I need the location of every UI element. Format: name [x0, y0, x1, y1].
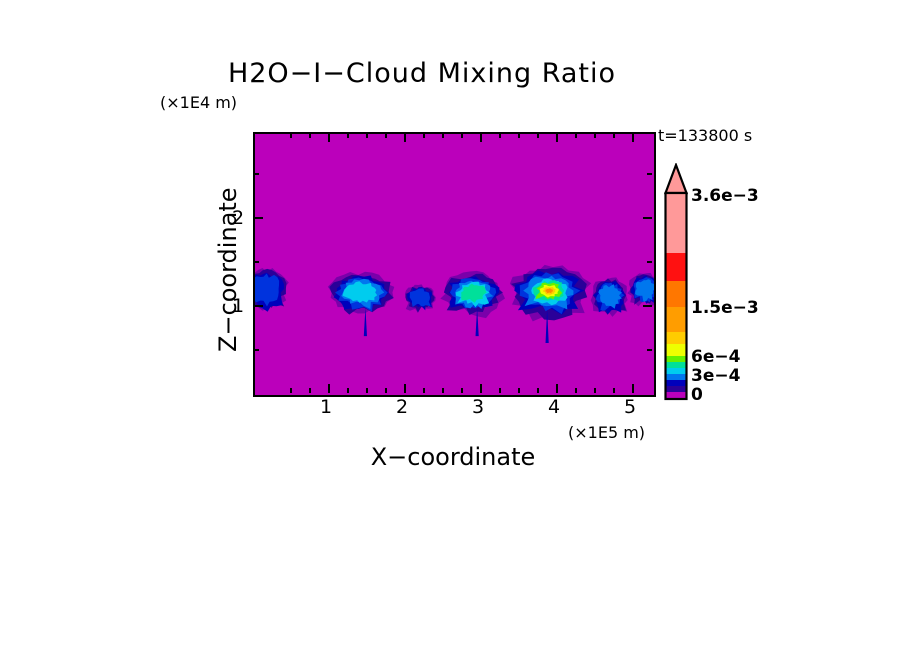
x-tick-label-4: 4 — [548, 396, 561, 418]
colorbar-seg-2 — [665, 380, 687, 386]
contour-band — [409, 288, 431, 307]
colorbar-seg-1 — [665, 386, 687, 392]
colorbar-seg-6 — [665, 356, 687, 362]
x-axis-title: X−coordinate — [370, 443, 536, 471]
y-axis-units-label: (×1E4 m) — [160, 93, 238, 112]
cloud-cell — [509, 264, 592, 343]
contour-field — [255, 134, 654, 395]
contour-band — [598, 284, 622, 309]
colorbar-label-4: 0 — [691, 385, 703, 405]
colorbar-seg-5 — [665, 362, 687, 368]
colorbar-seg-0 — [665, 392, 687, 399]
colorbar-seg-9 — [665, 307, 687, 332]
contour-band — [545, 288, 553, 294]
contour-band — [342, 281, 378, 303]
colorbar-seg-12 — [665, 194, 687, 253]
cloud-cell — [255, 268, 289, 312]
colorbar-seg-10 — [665, 281, 687, 307]
colorbar-seg-8 — [665, 332, 687, 344]
cloud-cell — [405, 284, 436, 313]
colorbar-seg-11 — [665, 253, 687, 281]
cloud-cell — [627, 272, 654, 307]
y-tick-label-1: 1 — [232, 295, 245, 317]
virga-streak — [545, 308, 549, 343]
y-tick-label-2: 2 — [232, 207, 245, 229]
virga-streak — [363, 307, 367, 337]
cloud-cell — [327, 271, 395, 337]
x-tick-label-1: 1 — [320, 396, 333, 418]
colorbar — [663, 163, 689, 401]
colorbar-extend-arrow — [663, 163, 689, 195]
x-tick-label-5: 5 — [624, 396, 637, 418]
figure-title: H2O−I−Cloud Mixing Ratio — [0, 58, 904, 89]
field-background — [255, 134, 654, 395]
virga-streak — [475, 307, 479, 337]
contour-band — [635, 279, 654, 302]
colorbar-border — [664, 191, 688, 401]
contour-band — [255, 273, 280, 307]
cloud-cell — [440, 270, 505, 337]
x-tick-label-2: 2 — [396, 396, 409, 418]
colorbar-segments — [665, 194, 687, 399]
colorbar-seg-7 — [665, 344, 687, 356]
contour-band — [461, 283, 487, 303]
cloud-cells — [255, 264, 654, 343]
colorbar-label-3: 3e−4 — [691, 366, 741, 386]
colorbar-seg-4 — [665, 368, 687, 374]
figure-title-text: H2O−I−Cloud Mixing Ratio — [227, 58, 617, 89]
colorbar-label-2: 6e−4 — [691, 347, 741, 367]
x-tick-label-3: 3 — [472, 396, 485, 418]
x-axis-units-label: (×1E5 m) — [568, 423, 646, 442]
colorbar-label-0: 3.6e−3 — [691, 186, 759, 206]
colorbar-label-1: 1.5e−3 — [691, 298, 759, 318]
plot-area — [253, 132, 656, 397]
colorbar-seg-3 — [665, 374, 687, 380]
cloud-cell — [590, 277, 628, 317]
timestamp-label: t=133800 s — [658, 126, 753, 145]
